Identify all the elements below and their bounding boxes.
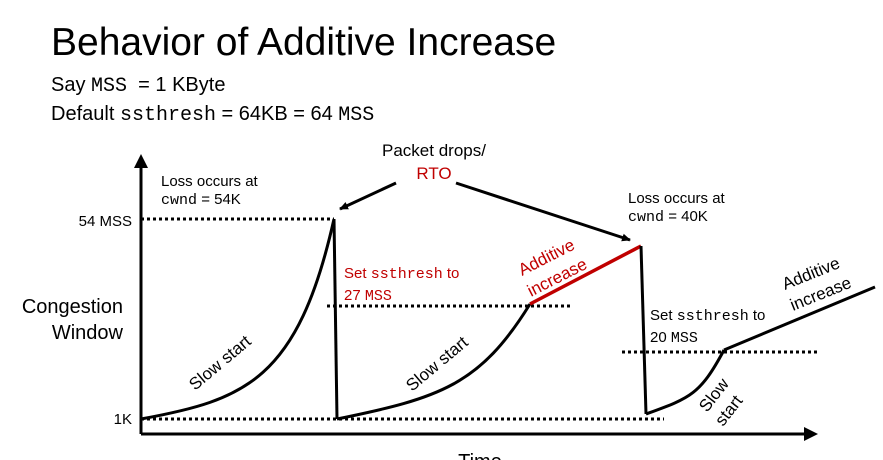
mss-value: = 1 KByte — [138, 74, 226, 96]
ssthresh-mss-term: MSS — [338, 104, 375, 127]
loss-1-cwnd: cwnd = 54K — [161, 191, 241, 209]
set-ssthresh-1-line2: 27 MSS — [344, 287, 392, 305]
say-prefix: Say — [51, 74, 86, 96]
additive-increase-line-1 — [529, 244, 642, 306]
tick-label-54mss: 54 MSS — [79, 213, 132, 230]
rto-label: RTO — [416, 164, 451, 183]
set-ssthresh-2-line1: Set ssthresh to — [650, 307, 765, 325]
mss-term: MSS — [91, 75, 128, 98]
drop-line-1 — [332, 218, 339, 420]
set-ssthresh-1-line1: Set ssthresh to — [344, 265, 459, 283]
slide-title: Behavior of Additive Increase — [51, 21, 557, 64]
y-axis-arrowhead — [134, 154, 148, 168]
ssthresh-definition: Default ssthresh = 64KB = 64 MSS — [51, 102, 374, 128]
drop-arrow-1 — [339, 181, 397, 211]
x-axis-arrowhead — [804, 427, 818, 441]
slow-start-curve-2 — [336, 303, 532, 421]
ssthresh-term: ssthresh — [119, 104, 216, 127]
drop-arrow-2 — [455, 181, 631, 242]
slow-start-curve-1 — [140, 218, 336, 421]
tick-label-1k: 1K — [114, 411, 132, 428]
slow-start-label-2: Slow start — [402, 332, 472, 395]
slow-start-curve-3 — [645, 349, 726, 416]
drop-line-2 — [639, 245, 648, 415]
packet-drops-label: Packet drops/ — [382, 141, 486, 160]
x-axis-label: Time — [458, 451, 502, 460]
mss-definition: Say MSS = 1 KByte — [51, 73, 225, 99]
ssthresh-value: = 64KB = 64 — [221, 103, 333, 125]
loss-1-label: Loss occurs at — [161, 173, 259, 190]
loss-2-cwnd: cwnd = 40K — [628, 208, 708, 226]
y-axis-label-line2: Window — [52, 322, 124, 344]
y-axis-label-line1: Congestion — [22, 296, 123, 318]
set-ssthresh-2-line2: 20 MSS — [650, 329, 698, 347]
additive-increase-line-2 — [723, 285, 876, 352]
loss-2-label: Loss occurs at — [628, 190, 726, 207]
default-prefix: Default — [51, 103, 115, 125]
